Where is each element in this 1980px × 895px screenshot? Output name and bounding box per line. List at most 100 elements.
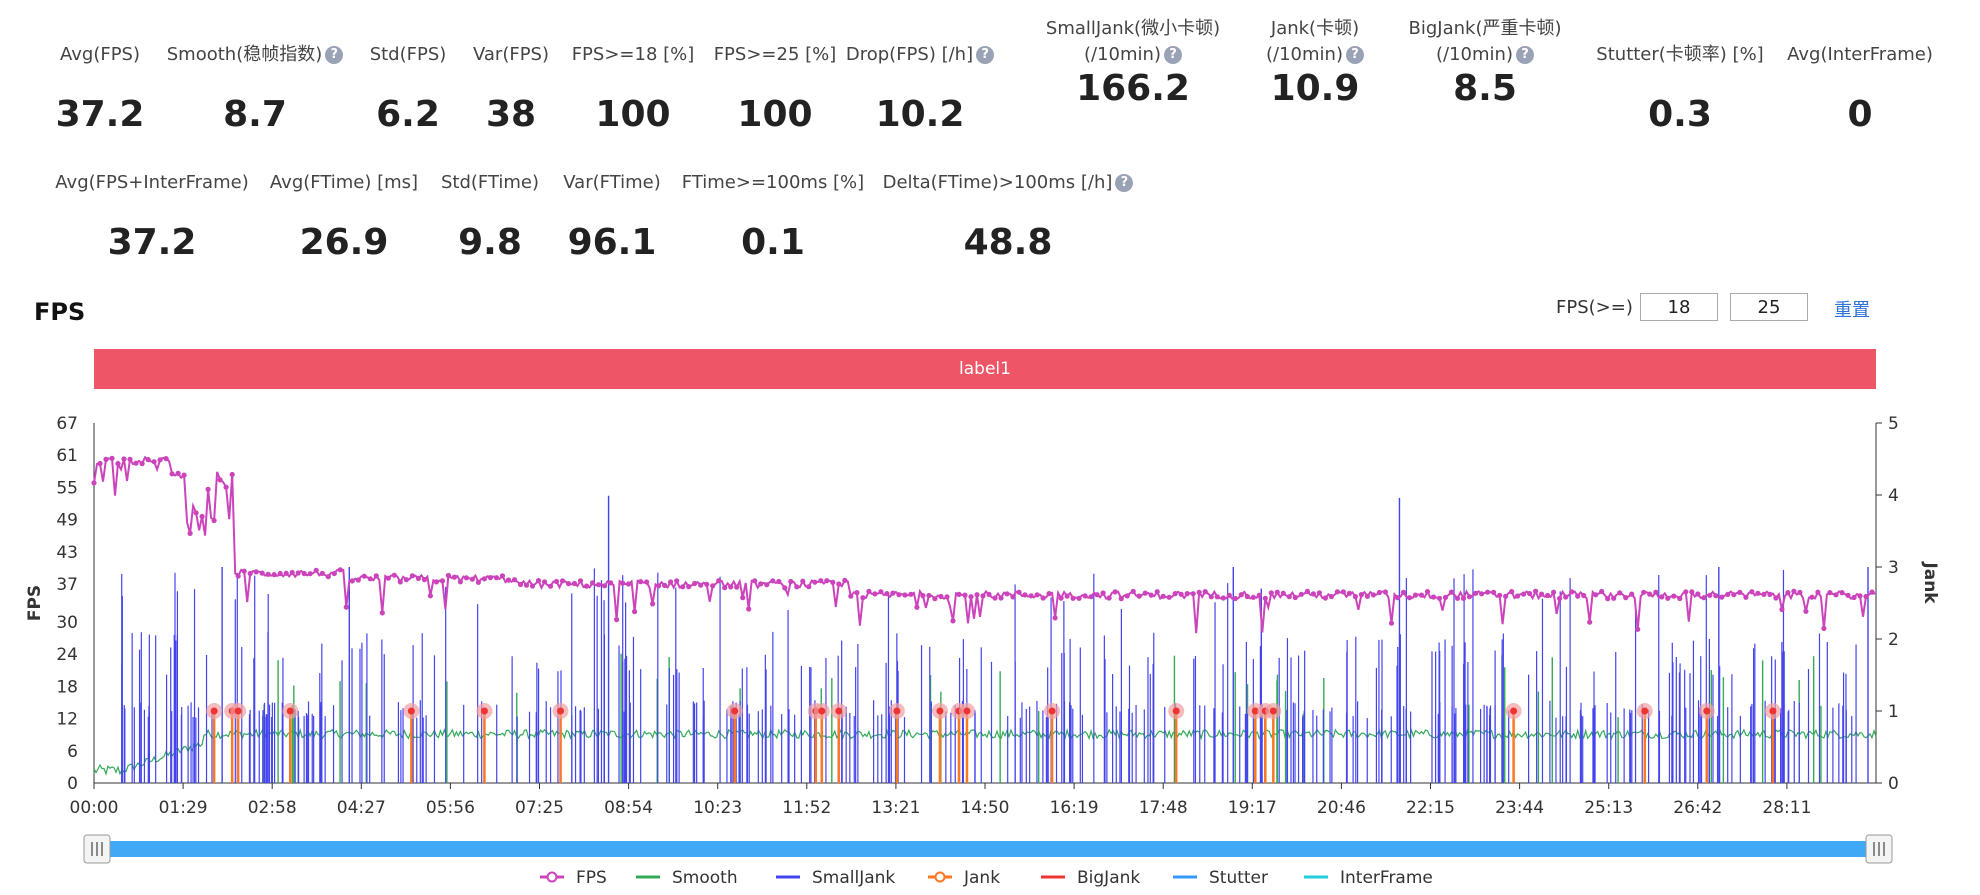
fps-point xyxy=(277,570,283,577)
fps-point xyxy=(1779,606,1785,613)
help-icon[interactable]: ? xyxy=(1515,46,1534,64)
y-right-tick-label: 1 xyxy=(1888,702,1899,722)
fps-point xyxy=(1815,589,1821,595)
fps-point xyxy=(1172,591,1178,597)
fps-point xyxy=(1082,593,1088,599)
metric-card: Delta(FTime)>100ms [/h]? 48.8 xyxy=(858,170,1158,263)
fps-point xyxy=(1665,595,1671,601)
legend-item[interactable]: Stutter xyxy=(1209,868,1268,888)
metric-value: 8.7 xyxy=(223,94,287,135)
fps-point xyxy=(926,592,932,599)
fps-point xyxy=(559,578,566,584)
fps-point xyxy=(1833,592,1839,598)
fps-point xyxy=(1232,595,1238,602)
x-tick-label: 10:23 xyxy=(693,798,742,818)
fps-point xyxy=(1448,589,1455,595)
fps-point xyxy=(842,577,848,583)
fps-point xyxy=(1863,593,1869,600)
legend-item[interactable]: InterFrame xyxy=(1340,868,1433,888)
fps-point xyxy=(668,579,674,585)
bigjank-marker xyxy=(1251,707,1259,715)
fps-point xyxy=(1418,592,1425,598)
metric-label: Std(FTime) xyxy=(340,170,640,196)
fps-point xyxy=(902,592,908,598)
fps-point xyxy=(1202,589,1208,595)
fps-threshold-input-2[interactable] xyxy=(1730,293,1808,321)
bigjank-marker xyxy=(893,707,901,715)
y-left-tick-label: 18 xyxy=(56,677,78,697)
fps-point xyxy=(1130,588,1136,594)
help-icon[interactable]: ? xyxy=(1345,46,1364,64)
fps-point xyxy=(968,594,974,600)
fps-point xyxy=(848,593,854,599)
fps-threshold-input-1[interactable] xyxy=(1640,293,1718,321)
fps-point xyxy=(1659,594,1665,600)
legend-item[interactable]: Jank xyxy=(963,868,1000,888)
y-right-tick-label: 0 xyxy=(1888,774,1899,794)
y-left-tick-label: 12 xyxy=(56,710,78,730)
metric-label-text: SmallJank(微小卡顿) xyxy=(1045,18,1221,39)
label-band[interactable]: label1 xyxy=(94,349,1876,389)
fps-point xyxy=(584,583,590,589)
legend-item[interactable]: Smooth xyxy=(672,868,738,888)
metric-label-text: Drop(FPS) [/h] xyxy=(845,44,974,65)
fps-point xyxy=(493,575,500,581)
fps-point xyxy=(463,575,469,581)
legend-item[interactable]: FPS xyxy=(576,868,607,888)
fps-point xyxy=(1322,595,1328,601)
fps-point xyxy=(1424,589,1431,595)
metric-label: Var(FTime) xyxy=(462,170,762,196)
fps-point xyxy=(1394,595,1401,601)
fps-point xyxy=(716,578,722,584)
x-tick-label: 00:00 xyxy=(70,798,119,818)
metric-label-text: FPS>=18 [%] xyxy=(571,44,695,65)
help-icon[interactable]: ? xyxy=(1115,174,1134,192)
fps-point xyxy=(133,460,139,466)
fps-point xyxy=(878,589,884,595)
legend-item[interactable]: BigJank xyxy=(1077,868,1140,888)
fps-point xyxy=(1070,595,1076,601)
fps-point xyxy=(505,577,512,583)
fps-point xyxy=(205,486,211,492)
x-tick-label: 04:27 xyxy=(337,798,386,818)
fps-point xyxy=(1034,592,1040,598)
x-tick-label: 22:15 xyxy=(1406,798,1455,818)
legend-item[interactable]: SmallJank xyxy=(812,868,895,888)
help-icon[interactable]: ? xyxy=(976,46,995,64)
metric-label-unit: (/10min) xyxy=(1084,44,1161,65)
fps-point xyxy=(1262,595,1268,601)
metric-value: 37.2 xyxy=(107,222,197,263)
metric-card: Stutter(卡顿率) [%] 0.3 xyxy=(1530,42,1830,135)
y-left-tick-label: 6 xyxy=(67,742,78,762)
fps-point xyxy=(409,573,415,579)
fps-point xyxy=(980,593,986,599)
fps-point xyxy=(565,581,572,587)
fps-point xyxy=(932,596,938,602)
fps-point xyxy=(1022,592,1028,598)
metric-value: 166.2 xyxy=(1076,68,1190,109)
help-icon[interactable]: ? xyxy=(325,46,344,64)
fps-point xyxy=(181,472,187,478)
fps-point xyxy=(1683,589,1689,595)
fps-point xyxy=(349,578,355,584)
help-icon[interactable]: ? xyxy=(1163,46,1182,64)
bigjank-marker xyxy=(1048,707,1056,715)
fps-point xyxy=(1521,591,1527,597)
fps-point xyxy=(1220,595,1226,601)
fps-point xyxy=(896,592,902,598)
metric-label-text: BigJank(严重卡顿) xyxy=(1408,18,1562,39)
bigjank-marker xyxy=(1269,707,1277,715)
fps-point xyxy=(1515,593,1521,599)
y-right-tick-label: 3 xyxy=(1888,558,1899,578)
fps-point xyxy=(608,580,614,586)
reset-button[interactable]: 重置 xyxy=(1834,300,1870,321)
x-tick-label: 05:56 xyxy=(426,798,475,818)
fps-point xyxy=(800,578,806,584)
fps-point xyxy=(241,568,247,574)
fps-point xyxy=(343,604,349,610)
fps-point xyxy=(157,457,163,463)
metric-value: 26.9 xyxy=(299,222,389,263)
metric-value: 8.5 xyxy=(1453,68,1517,109)
fps-point xyxy=(782,585,788,591)
bigjank-marker xyxy=(936,707,944,715)
